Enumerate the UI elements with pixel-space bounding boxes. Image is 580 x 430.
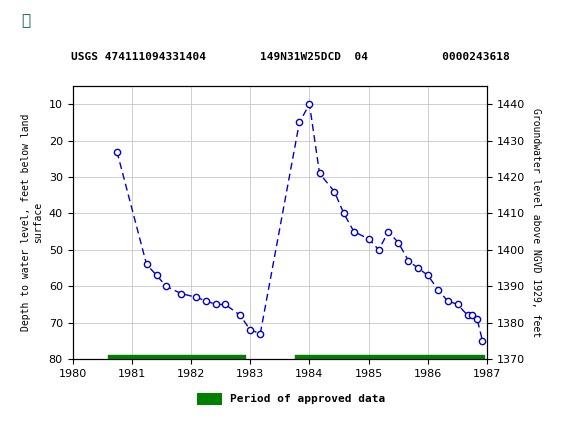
Bar	[197, 393, 222, 405]
Text: ⧂: ⧂	[21, 13, 30, 28]
Y-axis label: Depth to water level, feet below land
surface: Depth to water level, feet below land su…	[21, 114, 43, 331]
Text: USGS 474111094331404        149N31W25DCD  04           0000243618: USGS 474111094331404 149N31W25DCD 04 000…	[71, 52, 509, 62]
Bar	[5, 3, 45, 37]
Y-axis label: Groundwater level above NGVD 1929, feet: Groundwater level above NGVD 1929, feet	[531, 108, 541, 337]
Text: Period of approved data: Period of approved data	[230, 394, 385, 404]
Text: USGS: USGS	[58, 13, 105, 28]
